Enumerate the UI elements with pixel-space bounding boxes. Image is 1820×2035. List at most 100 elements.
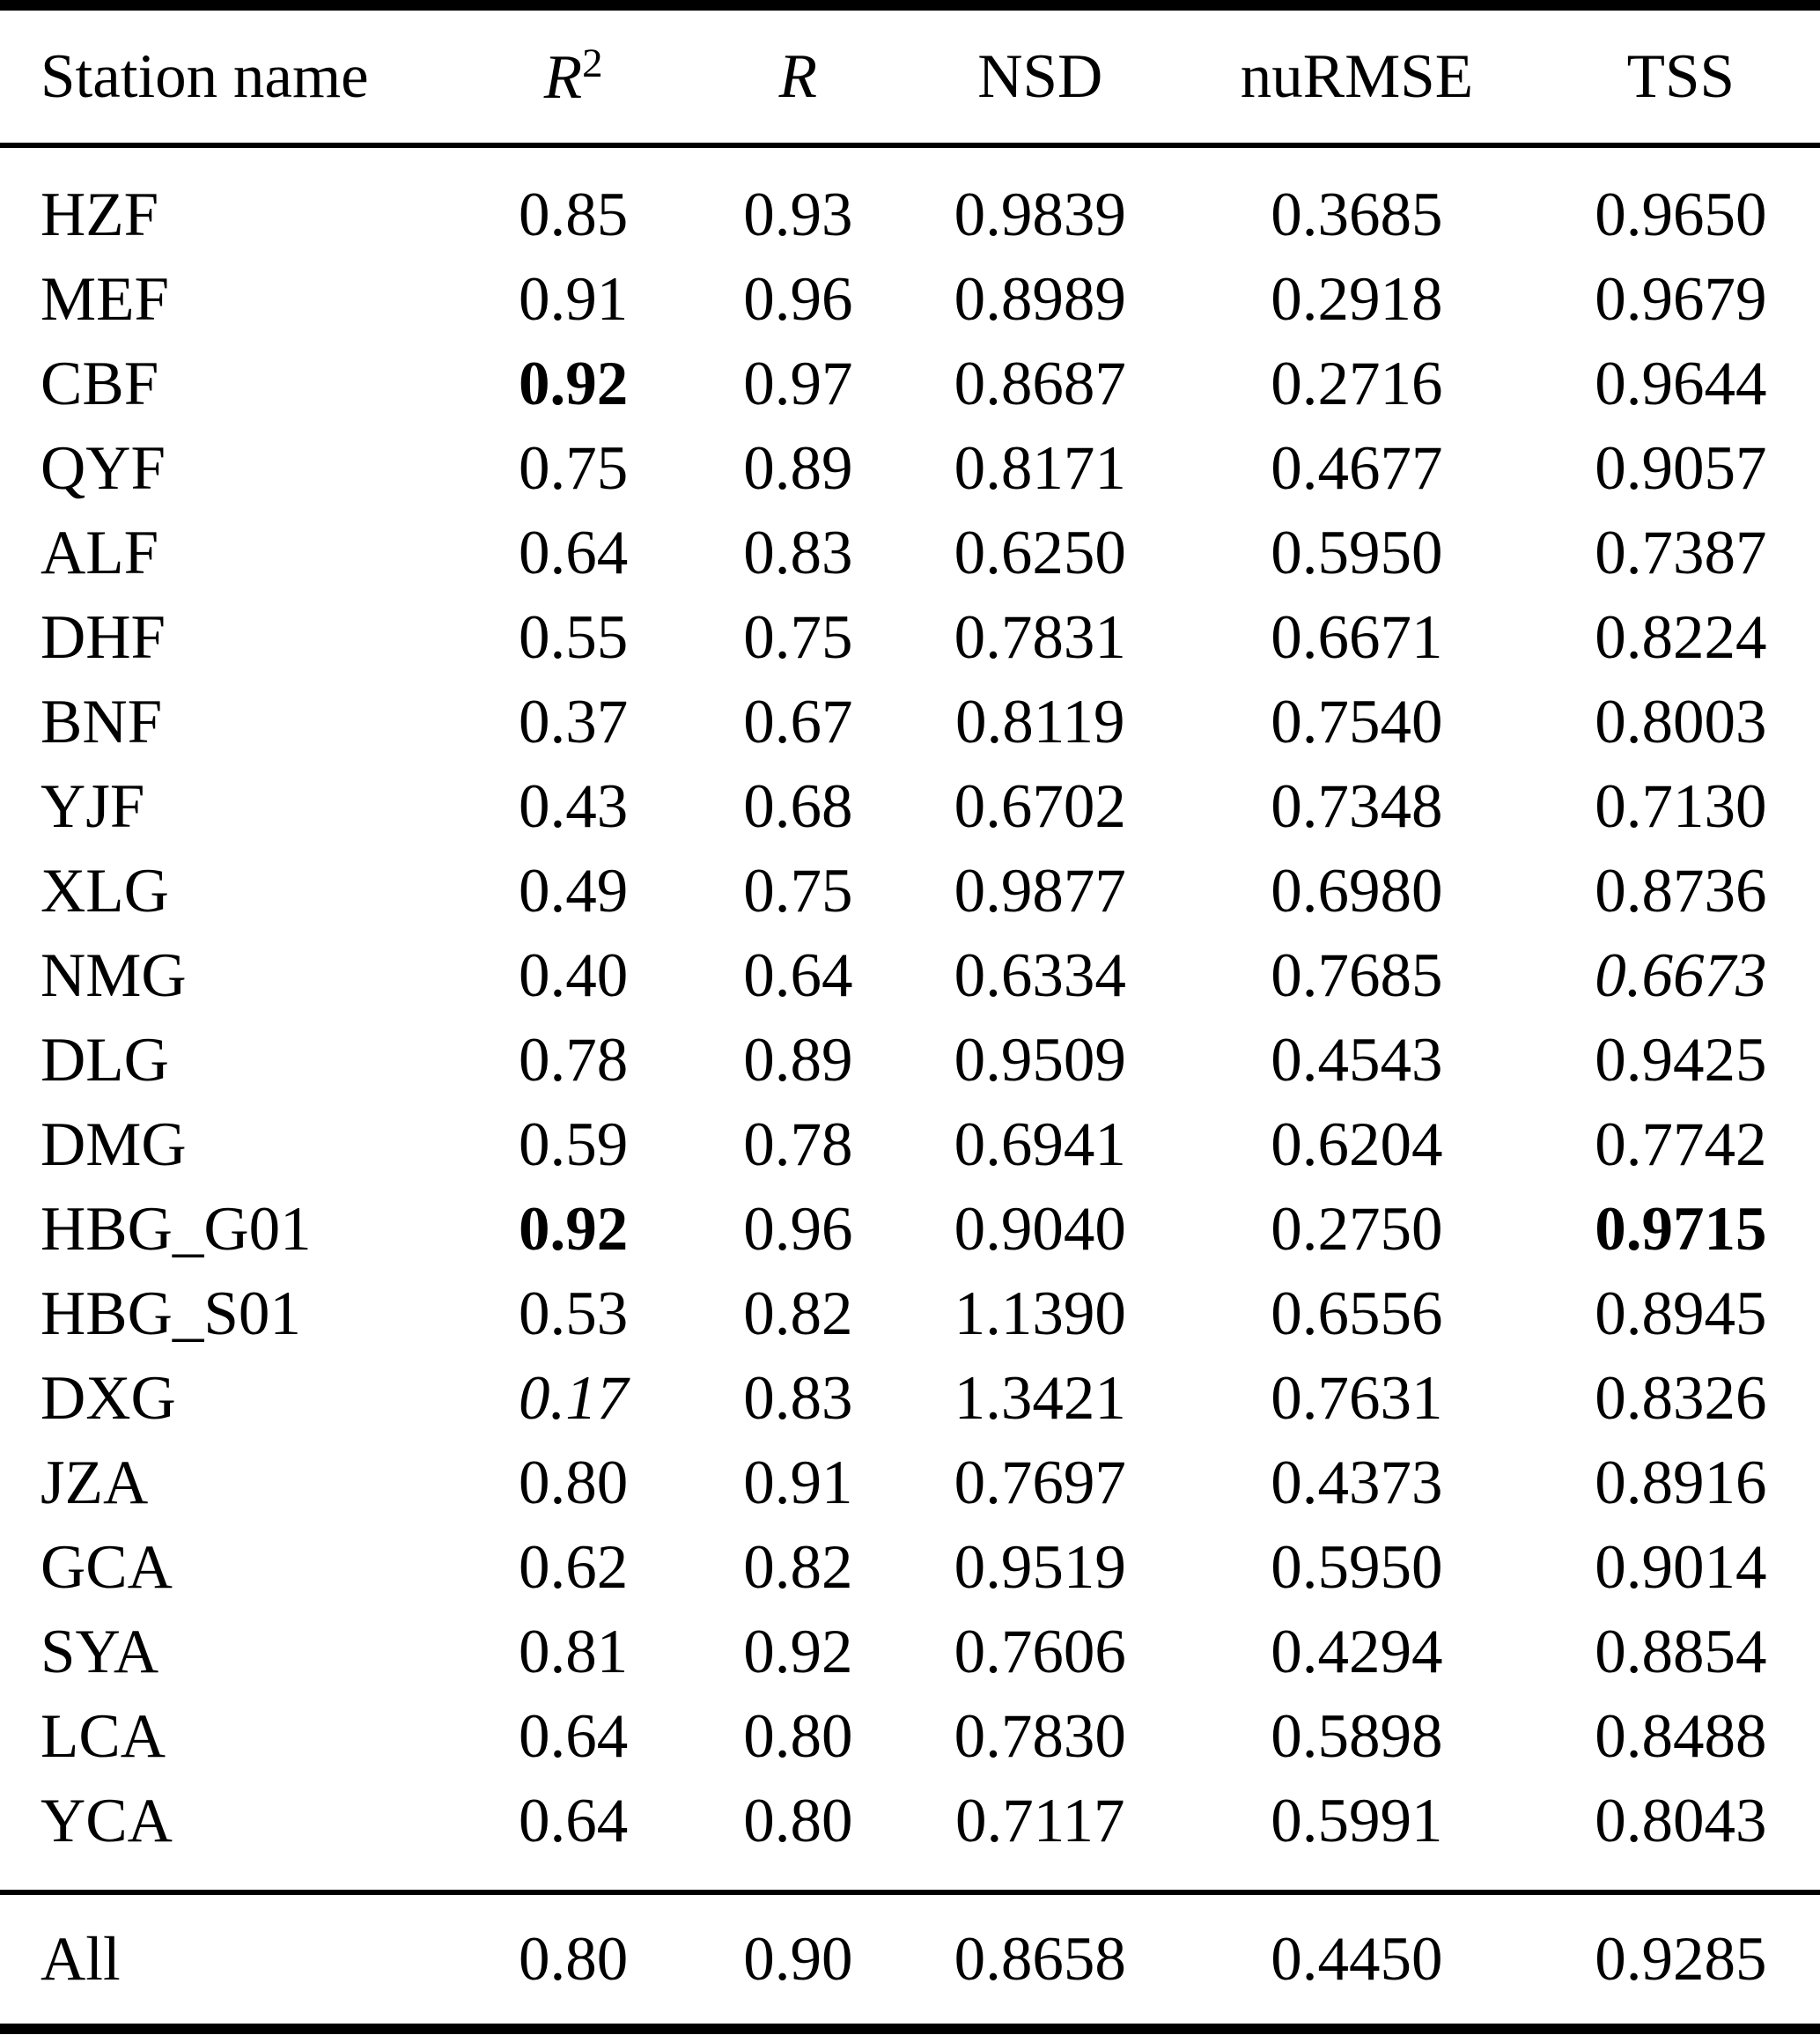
nurmse-value-cell: 0.7685 (1271, 940, 1443, 1010)
table-row: JZA 0.80 0.91 0.7697 0.4373 0.8916 (0, 1441, 1820, 1525)
tss-value-cell: 0.9425 (1595, 1025, 1767, 1095)
r-value-cell: 0.83 (743, 518, 853, 587)
nsd-value-cell: 0.9519 (954, 1532, 1126, 1602)
col-header-tss: TSS (1541, 5, 1820, 148)
station-name-cell: GCA (41, 1532, 173, 1602)
nurmse-value-cell: 0.5991 (1271, 1786, 1443, 1855)
nsd-value-cell: 0.7697 (954, 1448, 1126, 1517)
nsd-value-cell: 0.6941 (954, 1110, 1126, 1179)
nsd-value-cell: 0.6702 (954, 771, 1126, 841)
nsd-value-cell: 0.7606 (954, 1617, 1126, 1686)
r2-value-cell: 0.85 (518, 180, 629, 249)
col-header-station-name: Station name (0, 5, 459, 148)
header-row: Station name R2 R NSD nuRMSE TSS (0, 5, 1820, 148)
r-value-cell: 0.75 (743, 856, 853, 925)
summary-r-cell: 0.90 (688, 1890, 909, 2029)
r2-value-cell: 0.80 (518, 1448, 629, 1517)
nsd-value-cell: 0.7831 (954, 602, 1126, 672)
station-name-cell: HBG_S01 (41, 1279, 301, 1348)
summary-station-cell: All (0, 1890, 459, 2029)
table-row: LCA 0.64 0.80 0.7830 0.5898 0.8488 (0, 1694, 1820, 1779)
table-row: NMG 0.40 0.64 0.6334 0.7685 0.6673 (0, 933, 1820, 1018)
station-name-cell: ALF (41, 518, 159, 587)
r2-value-cell: 0.59 (518, 1110, 629, 1179)
r2-value-cell: 0.62 (518, 1532, 629, 1602)
r2-value-cell: 0.37 (518, 687, 629, 756)
r2-value-cell: 0.40 (518, 940, 629, 1010)
tss-value-cell: 0.7130 (1595, 771, 1767, 841)
r-value-cell: 0.83 (743, 1363, 853, 1433)
r-value-cell: 0.80 (743, 1701, 853, 1771)
table-row: GCA 0.62 0.82 0.9519 0.5950 0.9014 (0, 1525, 1820, 1610)
r2-value-cell: 0.64 (518, 1786, 629, 1855)
r-value-cell: 0.92 (743, 1617, 853, 1686)
tss-value-cell: 0.8736 (1595, 856, 1767, 925)
nurmse-value-cell: 0.2918 (1271, 264, 1443, 334)
nurmse-value-cell: 0.6671 (1271, 602, 1443, 672)
tss-value-cell: 0.9644 (1595, 349, 1767, 418)
r-value-cell: 0.80 (743, 1786, 853, 1855)
nurmse-value-cell: 0.2716 (1271, 349, 1443, 418)
table-row: HBG_S01 0.53 0.82 1.1390 0.6556 0.8945 (0, 1272, 1820, 1356)
tss-value-cell: 0.8916 (1595, 1448, 1767, 1517)
nurmse-value-cell: 0.6556 (1271, 1279, 1443, 1348)
table-row: YCA 0.64 0.80 0.7117 0.5991 0.8043 (0, 1779, 1820, 1892)
tss-value-cell: 0.9650 (1595, 180, 1767, 249)
table-row: SYA 0.81 0.92 0.7606 0.4294 0.8854 (0, 1610, 1820, 1694)
r2-value-cell: 0.53 (518, 1279, 629, 1348)
nsd-value-cell: 0.9839 (954, 180, 1126, 249)
station-name-cell: XLG (41, 856, 169, 925)
r-value-cell: 0.82 (743, 1279, 853, 1348)
r-value-cell: 0.93 (743, 180, 853, 249)
r-value-cell: 0.97 (743, 349, 853, 418)
tss-value-cell: 0.9715 (1595, 1194, 1767, 1264)
nsd-value-cell: 0.8119 (954, 687, 1125, 756)
table-row: HBG_G01 0.92 0.96 0.9040 0.2750 0.9715 (0, 1187, 1820, 1272)
tss-value-cell: 0.8326 (1595, 1363, 1767, 1433)
table-row: DLG 0.78 0.89 0.9509 0.4543 0.9425 (0, 1018, 1820, 1102)
tss-value-cell: 0.9014 (1595, 1532, 1767, 1602)
r-value-cell: 0.78 (743, 1110, 853, 1179)
nurmse-value-cell: 0.6204 (1271, 1110, 1443, 1179)
station-name-cell: DHF (41, 602, 166, 672)
nurmse-value-cell: 0.4373 (1271, 1448, 1443, 1517)
nurmse-value-cell: 0.3685 (1271, 180, 1443, 249)
station-name-cell: YJF (41, 771, 145, 841)
r-value-cell: 0.75 (743, 602, 853, 672)
summary-tss-cell: 0.9285 (1541, 1890, 1820, 2029)
table-row: CBF 0.92 0.97 0.8687 0.2716 0.9644 (0, 342, 1820, 426)
nurmse-value-cell: 0.5950 (1271, 1532, 1443, 1602)
station-name-cell: NMG (41, 940, 187, 1010)
nsd-value-cell: 0.8989 (954, 264, 1126, 334)
station-name-cell: CBF (41, 349, 159, 418)
r-value-cell: 0.89 (743, 433, 853, 503)
nurmse-value-cell: 0.2750 (1271, 1194, 1443, 1264)
r-value-cell: 0.91 (743, 1448, 853, 1517)
r2-value-cell: 0.17 (518, 1363, 629, 1433)
nsd-value-cell: 0.9877 (954, 856, 1126, 925)
r2-value-cell: 0.43 (518, 771, 629, 841)
tss-value-cell: 0.7742 (1595, 1110, 1767, 1179)
table-row: HZF 0.85 0.93 0.9839 0.3685 0.9650 (0, 145, 1820, 257)
nsd-value-cell: 0.7117 (954, 1786, 1125, 1855)
nurmse-value-cell: 0.7631 (1271, 1363, 1443, 1433)
r-value-cell: 0.68 (743, 771, 853, 841)
tss-value-cell: 0.8945 (1595, 1279, 1767, 1348)
r2-value-cell: 0.64 (518, 1701, 629, 1771)
station-name-cell: MEF (41, 264, 169, 334)
nsd-value-cell: 0.8171 (954, 433, 1126, 503)
table-body: HZF 0.85 0.93 0.9839 0.3685 0.9650 MEF 0… (0, 145, 1820, 1892)
col-header-r: R (688, 5, 909, 148)
tss-value-cell: 0.9679 (1595, 264, 1767, 334)
col-header-nsd: NSD (908, 5, 1173, 148)
tss-value-cell: 0.8224 (1595, 602, 1767, 672)
r2-value-cell: 0.78 (518, 1025, 629, 1095)
station-name-cell: HZF (41, 180, 159, 249)
nurmse-value-cell: 0.4294 (1271, 1617, 1443, 1686)
summary-nsd-cell: 0.8658 (908, 1890, 1173, 2029)
r-value-cell: 0.89 (743, 1025, 853, 1095)
nurmse-value-cell: 0.7348 (1271, 771, 1443, 841)
r2-value-cell: 0.92 (518, 349, 629, 418)
table-row: YJF 0.43 0.68 0.6702 0.7348 0.7130 (0, 764, 1820, 849)
